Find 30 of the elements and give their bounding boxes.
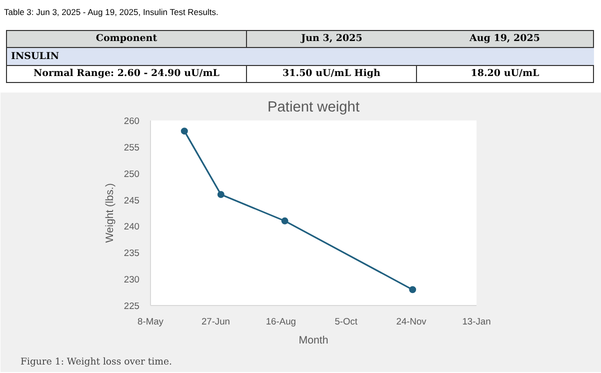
x-tick-label: 5-Oct: [334, 316, 358, 326]
x-tick-label: 27-Jun: [201, 316, 230, 326]
y-tick-label: 235: [124, 248, 140, 258]
text: Aug 19, 2025: [416, 30, 594, 48]
y-tick-label: 260: [124, 116, 140, 126]
point: [217, 191, 224, 198]
x-tick-label: 13-Jan: [462, 316, 491, 326]
caption: Figure 1: Weight loss over time.: [20, 356, 172, 368]
y-tick-label: 240: [124, 222, 140, 232]
text: 18.20 uU/mL: [416, 66, 594, 82]
text: Table 3: Jun 3, 2025 - Aug 19, 2025, Insulin Test Results.: [4, 6, 220, 18]
x-axis-title: Month: [298, 334, 328, 346]
text: Component: [6, 30, 246, 48]
point: [180, 128, 188, 135]
text: 31.50 uU/mL High: [246, 66, 416, 82]
y-tick-label: 250: [124, 168, 140, 179]
text: Jun 3, 2025: [246, 30, 416, 48]
chart-title: Patient weight: [267, 100, 360, 116]
y-tick-label: 230: [124, 274, 140, 285]
text: Normal Range: 2.60 - 24.90 uU/mL: [6, 66, 246, 82]
point: [409, 286, 416, 294]
x-tick-label: 8-May: [138, 316, 164, 326]
text: INSULIN: [6, 47, 594, 66]
y-tick-label: 255: [124, 142, 140, 152]
point: [281, 217, 288, 224]
y-tick-label: 245: [124, 195, 140, 206]
y-tick-label: 225: [124, 301, 140, 311]
x-tick-label: 24-Nov: [396, 316, 427, 326]
x-tick-label: 16-Aug: [266, 316, 296, 326]
y-axis-title: Weight (lbs.): [104, 183, 116, 243]
